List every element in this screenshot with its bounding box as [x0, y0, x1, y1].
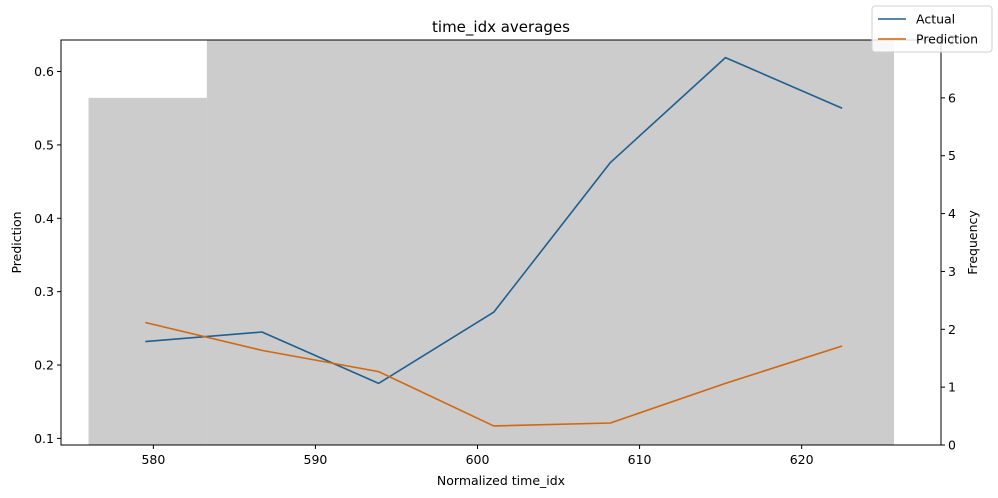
- x-axis-ticks: 580 590 600 610 620: [141, 445, 814, 467]
- x-tick-label: 580: [141, 452, 165, 467]
- series-lines: [145, 56, 843, 427]
- histogram-bar-1: [206, 40, 895, 445]
- legend-label-prediction: Prediction: [916, 32, 978, 47]
- y-axis-ticks: 0.1 0.2 0.3 0.4 0.5 0.6: [34, 64, 61, 446]
- x-tick-label: 610: [628, 452, 652, 467]
- y-tick-label: 0.5: [34, 137, 54, 152]
- y2-tick-label: 2: [948, 322, 956, 337]
- plot-frame: [60, 39, 942, 446]
- y2-tick-label: 5: [948, 148, 956, 163]
- y-tick-label: 0.6: [34, 64, 54, 79]
- y2-axis-label: Frequency: [965, 210, 980, 275]
- chart-title: time_idx averages: [432, 18, 570, 37]
- y-tick-label: 0.4: [34, 211, 54, 226]
- histogram-bars: [88, 40, 895, 445]
- x-tick-label: 620: [790, 452, 814, 467]
- y2-tick-label: 4: [948, 206, 956, 221]
- x-axis-label: Normalized time_idx: [437, 473, 565, 488]
- y-axis-label: Prediction: [9, 211, 24, 273]
- legend-box: [871, 5, 993, 53]
- y2-tick-label: 0: [948, 438, 956, 453]
- x-tick-label: 590: [304, 452, 328, 467]
- legend: Actual Prediction: [871, 5, 993, 53]
- histogram-bar-0: [88, 97, 207, 445]
- y2-tick-label: 3: [948, 264, 956, 279]
- y-tick-label: 0.1: [34, 431, 54, 446]
- y2-axis-ticks: 01234567: [941, 33, 956, 453]
- y-tick-label: 0.3: [34, 284, 54, 299]
- legend-label-actual: Actual: [916, 12, 955, 27]
- series-line-actual: [145, 56, 843, 385]
- y2-tick-label: 1: [948, 380, 956, 395]
- y-tick-label: 0.2: [34, 358, 54, 373]
- x-tick-label: 600: [466, 452, 490, 467]
- y2-tick-label: 6: [948, 90, 956, 105]
- series-line-prediction: [145, 321, 843, 427]
